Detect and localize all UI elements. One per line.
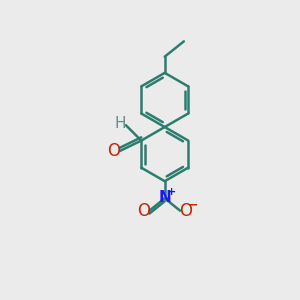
Text: +: + — [167, 187, 176, 197]
Text: N: N — [158, 190, 171, 205]
Text: O: O — [179, 202, 192, 220]
Text: −: − — [188, 199, 199, 212]
Text: O: O — [107, 142, 120, 160]
Text: O: O — [137, 202, 150, 220]
Text: H: H — [115, 116, 126, 131]
